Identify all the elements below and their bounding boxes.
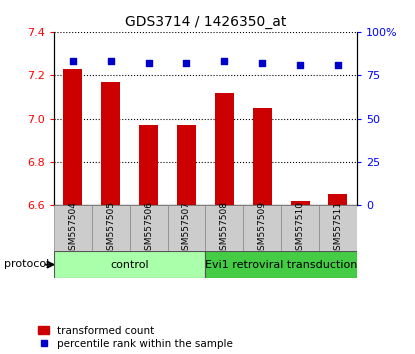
Bar	[54, 251, 205, 278]
Bar	[253, 108, 272, 205]
Text: GSM557506: GSM557506	[144, 201, 153, 256]
Bar	[243, 205, 281, 251]
Text: protocol: protocol	[4, 259, 49, 269]
Text: GSM557511: GSM557511	[334, 201, 342, 256]
Point	[334, 62, 341, 68]
Legend: transformed count, percentile rank within the sample: transformed count, percentile rank withi…	[39, 326, 233, 349]
Text: GSM557509: GSM557509	[258, 201, 267, 256]
Point	[221, 58, 228, 64]
Bar	[101, 82, 120, 205]
Text: GSM557504: GSM557504	[68, 201, 77, 256]
Bar	[290, 201, 310, 205]
Bar	[215, 93, 234, 205]
Bar	[281, 205, 319, 251]
Bar	[205, 205, 243, 251]
Text: GSM557505: GSM557505	[106, 201, 115, 256]
Bar	[329, 194, 347, 205]
Bar	[205, 251, 357, 278]
Point	[297, 62, 303, 68]
Bar	[139, 125, 158, 205]
Bar	[54, 205, 92, 251]
Point	[107, 58, 114, 64]
Bar	[168, 205, 205, 251]
Text: GSM557507: GSM557507	[182, 201, 191, 256]
Bar	[129, 205, 168, 251]
Bar	[177, 125, 196, 205]
Text: Evi1 retroviral transduction: Evi1 retroviral transduction	[205, 259, 357, 270]
Text: GSM557510: GSM557510	[295, 201, 305, 256]
Point	[145, 60, 152, 66]
Text: control: control	[110, 259, 149, 270]
Bar	[63, 69, 82, 205]
Bar	[92, 205, 129, 251]
Point	[259, 60, 266, 66]
Text: GSM557508: GSM557508	[220, 201, 229, 256]
Point	[183, 60, 190, 66]
Point	[70, 58, 76, 64]
Bar	[319, 205, 357, 251]
Title: GDS3714 / 1426350_at: GDS3714 / 1426350_at	[125, 16, 286, 29]
